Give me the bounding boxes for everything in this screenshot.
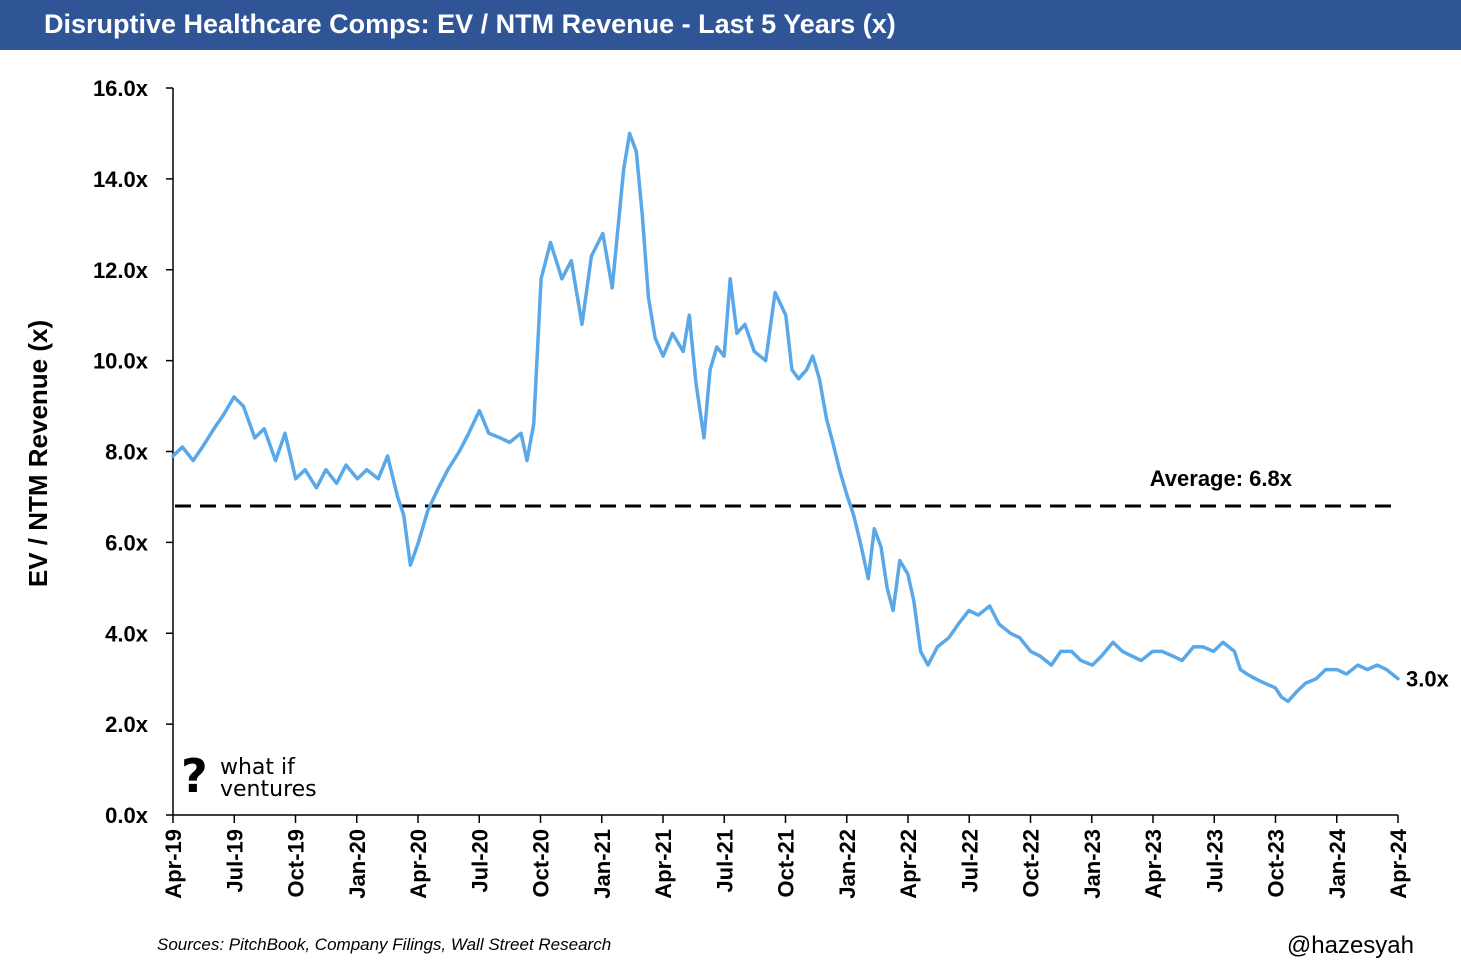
- chart-title: Disruptive Healthcare Comps: EV / NTM Re…: [44, 9, 896, 39]
- x-tick-label: Jan-21: [590, 829, 615, 899]
- what-if-ventures-logo: ? what if ventures: [181, 751, 341, 805]
- x-tick-label: Jan-23: [1080, 829, 1105, 899]
- y-tick-label: 12.0x: [93, 258, 149, 283]
- y-tick-label: 10.0x: [93, 349, 149, 374]
- question-mark-icon: ?: [181, 749, 208, 803]
- author-handle: @hazesyah: [1286, 932, 1414, 959]
- x-tick-label: Apr-22: [896, 829, 921, 899]
- last-value-label: 3.0x: [1406, 667, 1450, 692]
- y-tick-label: 16.0x: [93, 76, 149, 101]
- average-label: Average: 6.8x: [1150, 466, 1293, 491]
- x-tick-label: Apr-20: [406, 829, 431, 899]
- axes: [166, 87, 1399, 823]
- x-tick-label: Jul-19: [222, 829, 247, 893]
- x-tick-label: Jul-21: [712, 829, 737, 893]
- y-tick-label: 8.0x: [105, 440, 149, 465]
- y-tick-labels: 0.0x 2.0x 4.0x 6.0x 8.0x 10.0x 12.0x 14.0x 16.0x: [93, 76, 149, 828]
- x-tick-label: Oct-19: [284, 829, 309, 897]
- x-tick-label: Jan-20: [345, 829, 370, 899]
- y-tick-label: 4.0x: [105, 621, 149, 646]
- x-tick-label: Apr-23: [1141, 829, 1166, 899]
- x-tick-label: Jul-22: [957, 829, 982, 893]
- logo-text: what if ventures: [220, 757, 317, 801]
- x-tick-label: Oct-23: [1264, 829, 1289, 897]
- y-tick-label: 6.0x: [105, 530, 149, 555]
- x-tick-label: Apr-19: [161, 829, 186, 899]
- logo-line-1: what if: [220, 755, 295, 780]
- source-note: Sources: PitchBook, Company Filings, Wal…: [157, 935, 612, 954]
- x-tick-label: Jul-20: [467, 829, 492, 893]
- x-tick-label: Jan-22: [835, 829, 860, 899]
- y-axis-label: EV / NTM Revenue (x): [23, 320, 53, 587]
- y-tick-label: 2.0x: [105, 712, 149, 737]
- x-tick-label: Apr-24: [1386, 828, 1411, 898]
- logo-line-2: ventures: [220, 777, 317, 802]
- x-tick-label: Apr-21: [651, 829, 676, 899]
- x-tick-label: Oct-22: [1019, 829, 1044, 897]
- x-tick-label: Oct-21: [774, 829, 799, 897]
- x-tick-label: Oct-20: [529, 829, 554, 897]
- title-bar: Disruptive Healthcare Comps: EV / NTM Re…: [0, 0, 1461, 50]
- x-tick-label: Jul-23: [1202, 829, 1227, 893]
- x-tick-label: Jan-24: [1325, 828, 1350, 898]
- y-tick-label: 0.0x: [105, 803, 149, 828]
- y-tick-label: 14.0x: [93, 167, 149, 192]
- x-tick-labels: Apr-19 Jul-19 Oct-19 Jan-20 Apr-20 Jul-20 Oct-…: [161, 828, 1411, 898]
- series-line: [171, 131, 1400, 704]
